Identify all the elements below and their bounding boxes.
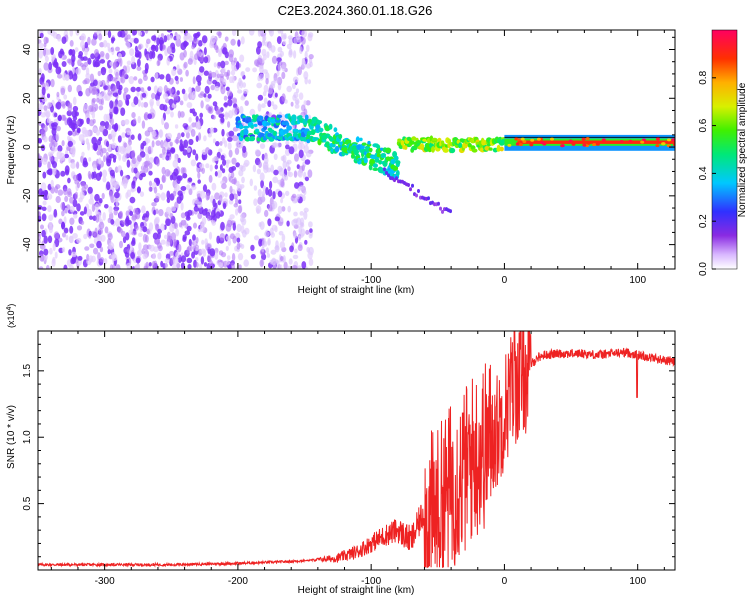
spectrogram-signal: [235, 113, 675, 214]
y-tick-label: 1.0: [22, 430, 33, 444]
y-tick-label: 0.5: [22, 496, 33, 510]
snr-ylabel: SNR (10 * v/v): [6, 405, 17, 469]
snr-series-line: [38, 331, 675, 568]
y-tick-label: -40: [22, 237, 33, 252]
snr-frame: [37, 330, 676, 571]
colorbar: 0.0 0.2 0.4 0.6 0.8 Normalized spectral ampl…: [698, 29, 748, 276]
x-tick-label: -100: [361, 275, 381, 286]
snr-panel: -300 -200 -100 0 100 0.5 1.0 1.5 (x104) Height…: [6, 304, 676, 596]
x-tick-label: -200: [228, 576, 248, 587]
colorbar-tick-label: 0.2: [698, 214, 709, 228]
x-tick-label: 0: [502, 576, 508, 587]
colorbar-gradient: [711, 29, 738, 270]
x-tick-label: 0: [502, 275, 508, 286]
colorbar-tick-label: 0.8: [698, 70, 709, 84]
colorbar-tick-label: 0.6: [698, 118, 709, 132]
x-tick-label: 100: [629, 275, 646, 286]
snr-xlabel: Height of straight line (km): [298, 585, 415, 596]
chart-title: C2E3.2024.360.01.18.G26: [278, 3, 433, 18]
y-tick-label: -20: [22, 188, 33, 203]
y-tick-label: 40: [22, 44, 33, 56]
y-tick-label: 20: [22, 92, 33, 104]
y-tick-label: 0: [22, 144, 33, 150]
spectrogram-ylabel: Frequency (Hz): [6, 116, 17, 185]
y-tick-label: 1.5: [22, 363, 33, 377]
spectrogram-noise: [38, 30, 314, 269]
colorbar-tick-label: 0.4: [698, 166, 709, 180]
x-tick-label: -200: [228, 275, 248, 286]
spectrogram-xlabel: Height of straight line (km): [298, 285, 415, 296]
x-tick-label: -300: [95, 275, 115, 286]
snr-multiplier: (x104): [6, 304, 17, 328]
colorbar-tick-label: 0.0: [698, 262, 709, 276]
x-tick-label: -300: [95, 576, 115, 587]
colorbar-label: Normalized spectral amplitude: [737, 82, 748, 217]
x-tick-label: 100: [629, 576, 646, 587]
spectrogram-frame: [37, 29, 676, 270]
x-tick-label: -100: [361, 576, 381, 587]
